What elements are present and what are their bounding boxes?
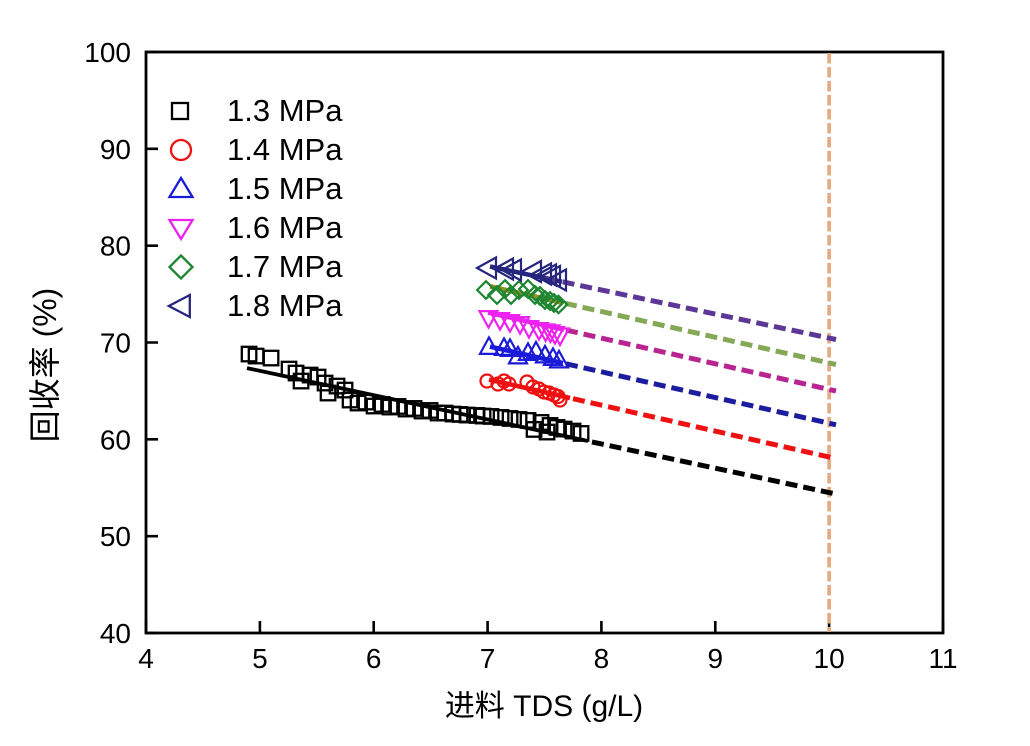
svg-text:50: 50 [100,521,131,552]
svg-text:7: 7 [480,643,496,674]
svg-text:40: 40 [100,618,131,649]
svg-text:8: 8 [594,643,610,674]
svg-text:11: 11 [928,643,957,674]
svg-text:进料 TDS (g/L): 进料 TDS (g/L) [445,690,643,723]
svg-text:1.3 MPa: 1.3 MPa [227,93,343,128]
svg-text:70: 70 [100,328,131,359]
svg-text:1.5 MPa: 1.5 MPa [227,171,343,206]
svg-text:4: 4 [138,643,154,674]
svg-text:10: 10 [814,643,845,674]
svg-text:9: 9 [708,643,724,674]
svg-text:1.7 MPa: 1.7 MPa [227,249,343,284]
svg-text:60: 60 [100,424,131,455]
svg-text:100: 100 [84,37,131,68]
svg-text:1.4 MPa: 1.4 MPa [227,132,343,167]
svg-text:1.8 MPa: 1.8 MPa [227,288,343,323]
svg-text:90: 90 [100,134,131,165]
svg-text:6: 6 [366,643,382,674]
svg-text:80: 80 [100,231,131,262]
svg-text:回收率 (%): 回收率 (%) [27,288,63,443]
svg-text:5: 5 [252,643,268,674]
svg-text:1.6 MPa: 1.6 MPa [227,210,343,245]
